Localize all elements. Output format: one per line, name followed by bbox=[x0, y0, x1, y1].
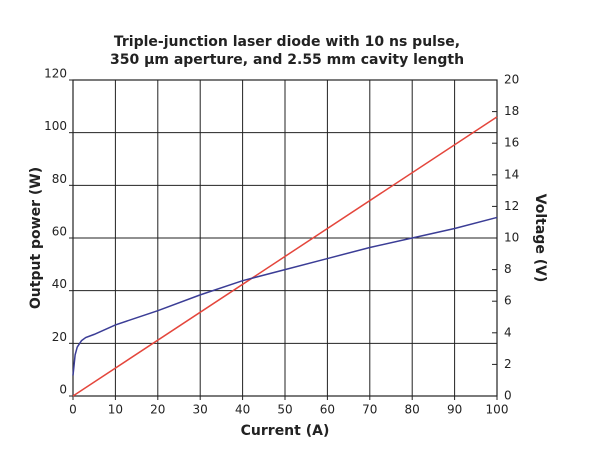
y-tick-label: 100 bbox=[44, 119, 67, 133]
y2-tick-label: 0 bbox=[504, 389, 512, 403]
x-tick-label: 80 bbox=[405, 403, 420, 417]
y-axis-label: Output power (W) bbox=[28, 167, 44, 309]
x-tick-label: 100 bbox=[486, 403, 509, 417]
chart-title: 350 μm aperture, and 2.55 mm cavity leng… bbox=[110, 52, 464, 68]
y2-tick-label: 2 bbox=[504, 357, 512, 371]
data-line bbox=[72, 216, 498, 376]
chart-title: Triple-junction laser diode with 10 ns p… bbox=[114, 34, 460, 50]
x-tick-label: 60 bbox=[320, 403, 335, 417]
x-tick-label: 50 bbox=[277, 403, 292, 417]
x-axis-label: Current (A) bbox=[241, 423, 330, 439]
y2-tick-label: 10 bbox=[504, 231, 519, 245]
y2-tick-label: 6 bbox=[504, 294, 512, 308]
x-tick-label: 20 bbox=[150, 403, 165, 417]
x-tick-label: 40 bbox=[235, 403, 250, 417]
y-tick-label: 0 bbox=[59, 383, 67, 397]
y2-tick-label: 14 bbox=[504, 167, 519, 181]
data-line bbox=[72, 116, 498, 397]
y2-tick-label: 12 bbox=[504, 199, 519, 213]
y2-tick-label: 16 bbox=[504, 136, 519, 150]
y2-axis-label: Voltage (V) bbox=[532, 194, 548, 283]
y-tick-label: 120 bbox=[44, 67, 67, 81]
y2-tick-label: 8 bbox=[504, 262, 512, 276]
y-tick-label: 80 bbox=[52, 172, 67, 186]
x-tick-label: 10 bbox=[108, 403, 123, 417]
x-tick-label: 90 bbox=[447, 403, 462, 417]
x-tick-label: 30 bbox=[193, 403, 208, 417]
y2-tick-label: 20 bbox=[504, 73, 519, 87]
x-tick-label: 70 bbox=[362, 403, 377, 417]
x-tick-label: 0 bbox=[69, 403, 77, 417]
y2-tick-label: 18 bbox=[504, 104, 519, 118]
y-tick-label: 60 bbox=[52, 225, 67, 239]
y-tick-label: 20 bbox=[52, 330, 67, 344]
y2-tick-label: 4 bbox=[504, 325, 512, 339]
plot-frame bbox=[72, 79, 498, 397]
y-tick-label: 40 bbox=[52, 277, 67, 291]
